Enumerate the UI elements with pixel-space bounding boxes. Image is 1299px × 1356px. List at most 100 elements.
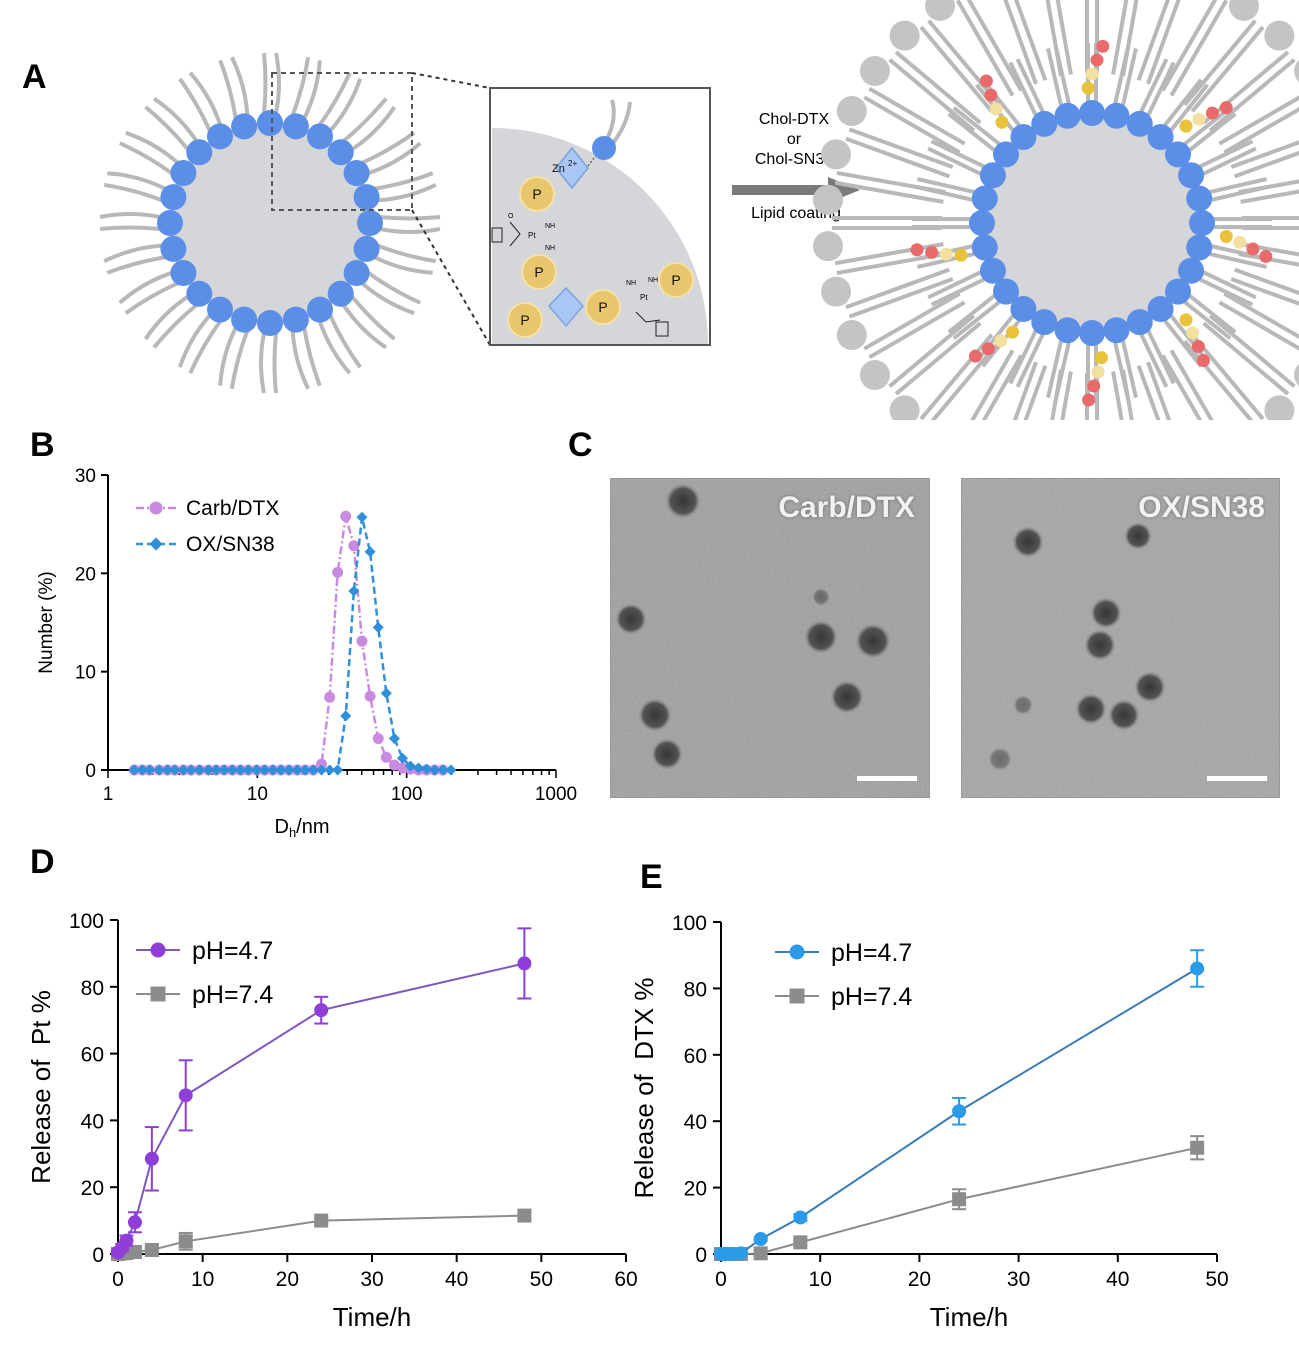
lipid-head — [307, 296, 333, 323]
lipid-head — [353, 184, 380, 211]
cholesterol-unit — [1233, 235, 1247, 249]
y-tick-label: 60 — [81, 1044, 104, 1067]
lipid-head — [979, 257, 1006, 284]
lipid-head — [257, 110, 283, 136]
data-point — [127, 1244, 142, 1259]
y-tick-label: 20 — [81, 1177, 104, 1200]
cholesterol-unit — [1192, 112, 1206, 126]
outer-lipid-head — [889, 395, 920, 420]
data-point — [291, 764, 303, 776]
nanoparticle — [615, 603, 647, 635]
drug-unit — [910, 243, 924, 257]
data-point — [299, 764, 311, 776]
data-point — [517, 956, 532, 971]
nanoparticle — [651, 738, 683, 770]
data-point — [307, 764, 319, 776]
data-point — [372, 621, 384, 633]
data-point — [380, 751, 392, 763]
tem-image-carb-dtx: Carb/DTX — [610, 478, 930, 798]
outer-lipid-head — [813, 231, 844, 262]
data-point — [144, 764, 156, 776]
data-point — [733, 1246, 748, 1261]
data-point — [332, 764, 344, 776]
data-point — [1190, 961, 1205, 976]
data-point — [251, 764, 263, 776]
data-point — [128, 764, 140, 776]
data-point — [202, 764, 214, 776]
x-tick-label: 40 — [445, 1268, 468, 1291]
panel-letter-e: E — [640, 858, 663, 896]
drug-unit — [968, 349, 982, 363]
nanoparticle — [1075, 693, 1107, 725]
y-axis-label: Release of DTX % — [629, 977, 659, 1198]
nanoparticle — [1012, 526, 1044, 558]
lipid-head — [282, 306, 309, 333]
nanoparticle — [1013, 695, 1033, 715]
data-point — [404, 760, 416, 772]
y-tick-label: 40 — [684, 1111, 707, 1134]
lipid-head — [1031, 309, 1058, 336]
data-point — [793, 1235, 808, 1250]
y-tick-label: 100 — [69, 910, 104, 933]
data-point — [429, 764, 441, 776]
data-point — [340, 510, 352, 522]
lipid-head — [207, 296, 233, 323]
lipid-head — [1103, 317, 1130, 344]
lipid-head — [207, 123, 233, 150]
phosphate-label: P — [532, 186, 541, 202]
cholesterol-unit — [1219, 229, 1233, 243]
lipid-head — [969, 210, 995, 236]
lipid-head — [1126, 110, 1153, 137]
lipid-head — [1010, 296, 1037, 323]
lipid-head — [971, 234, 998, 261]
outer-lipid-head — [821, 276, 852, 307]
data-point — [316, 758, 328, 770]
outer-lipid-head — [836, 319, 867, 350]
outer-lipid-head — [889, 20, 920, 51]
data-point — [412, 762, 424, 774]
data-point — [324, 691, 336, 703]
series-pH=7.4 — [714, 1135, 1205, 1261]
drug-unit — [1096, 39, 1110, 53]
lipid-head — [157, 210, 183, 236]
zoom-inset: Zn 2+ P P P P P Pt NH NH O Pt NH NH — [489, 87, 711, 346]
phosphate — [521, 254, 557, 290]
legend-marker — [150, 942, 166, 958]
nanoparticle — [1134, 671, 1166, 703]
legend-marker — [149, 501, 163, 515]
data-point — [153, 764, 165, 776]
y-tick-label: 10 — [75, 663, 96, 684]
lipid-head — [327, 139, 354, 166]
nanoparticle — [1084, 629, 1116, 661]
lipid-head — [1147, 123, 1174, 150]
data-point — [380, 687, 392, 699]
phosphate-label: P — [671, 272, 680, 288]
series-Carb/DTX — [128, 510, 449, 776]
y-tick-label: 60 — [684, 1045, 707, 1068]
cholesterol-unit — [1085, 67, 1099, 81]
nanoparticle — [830, 680, 864, 714]
lipid-head — [1186, 234, 1213, 261]
phosphate — [658, 262, 694, 298]
data-point — [314, 1213, 329, 1228]
outer-lipid-head — [813, 184, 844, 215]
cholesterol-unit — [989, 102, 1003, 116]
nanoparticle — [855, 623, 891, 659]
lipid-head — [1186, 185, 1213, 212]
data-point — [194, 764, 206, 776]
data-point — [178, 1234, 193, 1249]
nh3-label: NH — [648, 277, 658, 284]
panel-letter-c: C — [568, 426, 593, 464]
drug-unit — [1087, 379, 1101, 393]
drug-unit — [1259, 249, 1273, 263]
lipid-head — [1178, 162, 1205, 189]
oxygen-label: O — [508, 213, 514, 220]
x-tick-label: 30 — [1007, 1268, 1030, 1291]
drug-unit — [979, 74, 993, 88]
pt-label: Pt — [640, 293, 648, 302]
series-pH=4.7 — [111, 927, 532, 1260]
chart-e-dtx-release: 0 20 40 60 80 100 0 10 20 30 40 50 Release of DTX % T… — [629, 912, 1229, 1332]
x-tick-label: 1 — [103, 784, 114, 805]
x-tick-label: 1000 — [535, 784, 577, 805]
data-point — [169, 764, 181, 776]
